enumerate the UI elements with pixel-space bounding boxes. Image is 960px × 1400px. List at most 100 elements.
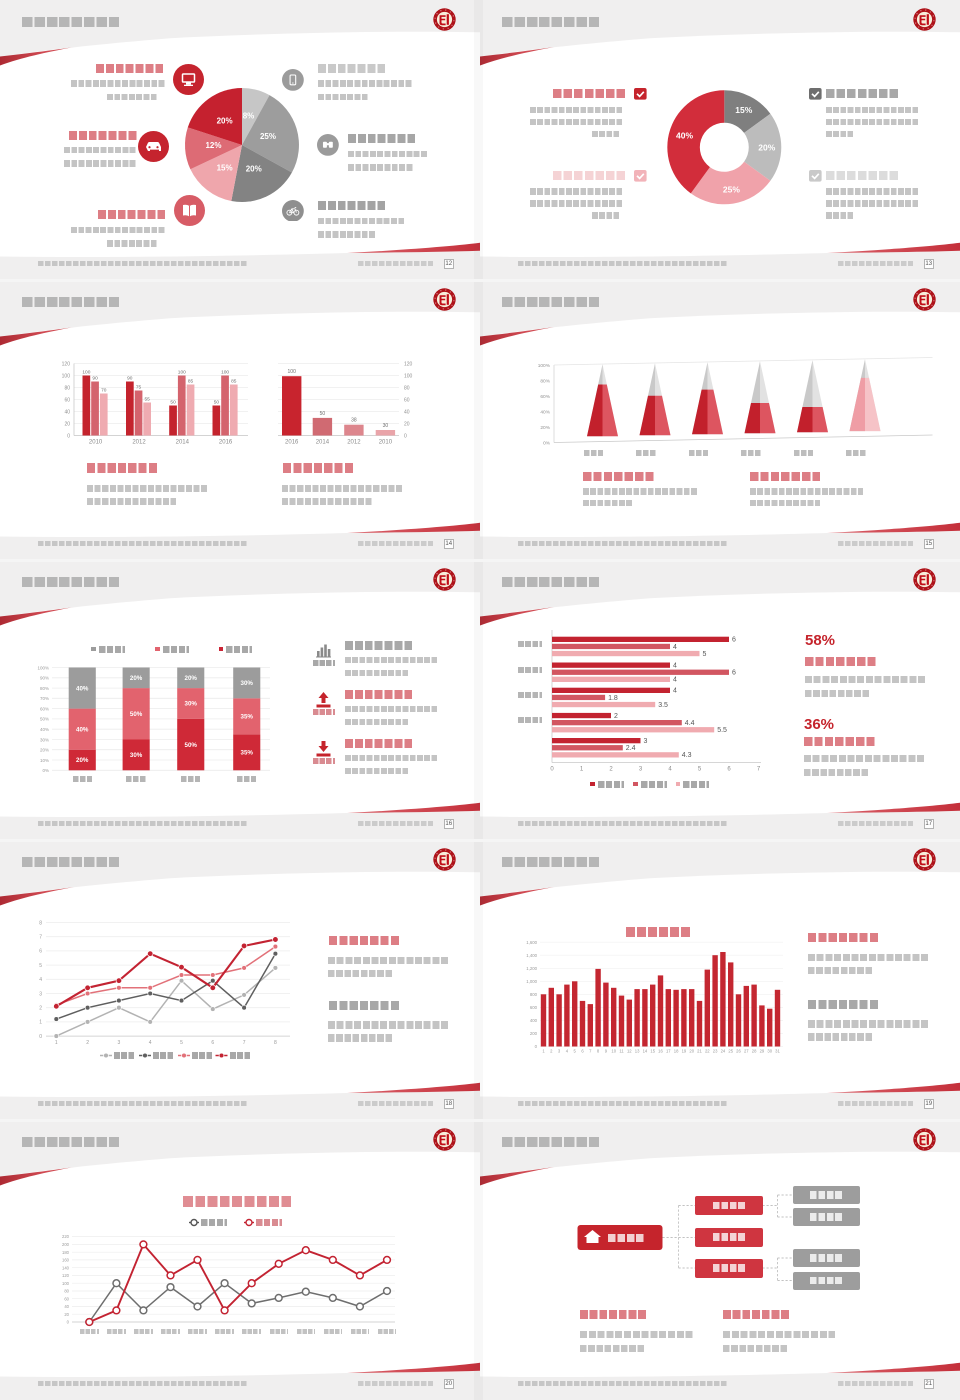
svg-text:30%: 30%: [40, 737, 49, 742]
svg-text:2.4: 2.4: [626, 745, 636, 752]
svg-text:8: 8: [274, 1040, 277, 1046]
svg-text:1.8: 1.8: [608, 695, 618, 702]
svg-text:100: 100: [62, 374, 71, 380]
svg-text:70%: 70%: [40, 696, 49, 701]
svg-text:30%: 30%: [130, 752, 143, 759]
svg-text:4.4: 4.4: [685, 720, 695, 727]
svg-text:60: 60: [64, 398, 70, 404]
svg-text:2014: 2014: [176, 440, 190, 446]
svg-text:30: 30: [383, 423, 389, 429]
svg-text:3: 3: [118, 1040, 121, 1046]
svg-text:20%: 20%: [130, 675, 143, 682]
svg-text:2016: 2016: [285, 440, 299, 446]
svg-text:19: 19: [682, 1048, 687, 1053]
svg-text:85: 85: [188, 379, 194, 385]
svg-text:2016: 2016: [219, 440, 233, 446]
svg-text:100%: 100%: [37, 665, 49, 670]
svg-text:31: 31: [775, 1048, 780, 1053]
svg-text:200: 200: [62, 1242, 70, 1247]
svg-text:0%: 0%: [42, 768, 49, 773]
svg-text:25%: 25%: [260, 132, 276, 141]
svg-text:22: 22: [705, 1048, 710, 1053]
svg-text:28: 28: [752, 1048, 757, 1053]
svg-text:6: 6: [581, 1048, 584, 1053]
svg-text:14: 14: [643, 1048, 648, 1053]
svg-text:10: 10: [611, 1048, 616, 1053]
svg-text:80: 80: [404, 386, 410, 392]
svg-text:50: 50: [320, 411, 326, 417]
svg-text:40: 40: [404, 410, 410, 416]
svg-text:15%: 15%: [735, 105, 752, 115]
svg-text:100: 100: [221, 370, 229, 376]
svg-text:20%: 20%: [40, 748, 49, 753]
svg-text:24: 24: [721, 1048, 726, 1053]
svg-text:30: 30: [767, 1048, 772, 1053]
svg-text:7: 7: [39, 935, 42, 941]
svg-text:8%: 8%: [243, 112, 255, 121]
svg-text:400: 400: [530, 1018, 538, 1023]
svg-text:13: 13: [635, 1048, 640, 1053]
svg-text:4: 4: [39, 977, 42, 983]
svg-text:80: 80: [64, 386, 70, 392]
svg-text:23: 23: [713, 1048, 718, 1053]
svg-text:40: 40: [64, 410, 70, 416]
svg-text:120: 120: [404, 362, 413, 368]
svg-text:55: 55: [145, 397, 151, 403]
svg-text:120: 120: [62, 1273, 70, 1278]
svg-text:100: 100: [288, 369, 297, 375]
svg-text:90: 90: [92, 376, 98, 382]
svg-text:0: 0: [67, 1320, 70, 1325]
svg-text:4: 4: [673, 663, 677, 670]
svg-text:4: 4: [149, 1040, 152, 1046]
svg-text:18: 18: [674, 1048, 679, 1053]
svg-text:20: 20: [64, 422, 70, 428]
svg-text:35%: 35%: [241, 714, 254, 721]
svg-text:16: 16: [658, 1048, 663, 1053]
svg-text:5: 5: [574, 1048, 577, 1053]
svg-text:50: 50: [170, 400, 176, 406]
svg-text:120: 120: [62, 362, 71, 368]
svg-text:2010: 2010: [89, 440, 103, 446]
svg-text:2014: 2014: [316, 440, 330, 446]
svg-text:40: 40: [64, 1304, 69, 1309]
svg-text:40%: 40%: [676, 131, 693, 141]
svg-text:29: 29: [760, 1048, 765, 1053]
svg-text:4.3: 4.3: [682, 752, 692, 759]
svg-text:50%: 50%: [130, 711, 143, 718]
svg-text:0%: 0%: [543, 441, 551, 447]
svg-text:50%: 50%: [40, 717, 49, 722]
svg-text:50%: 50%: [185, 742, 198, 749]
svg-text:200: 200: [530, 1031, 538, 1036]
svg-text:60: 60: [404, 398, 410, 404]
svg-text:3: 3: [644, 738, 648, 745]
svg-text:70: 70: [101, 388, 107, 394]
svg-text:800: 800: [530, 992, 538, 997]
svg-text:140: 140: [62, 1265, 70, 1270]
svg-text:11: 11: [619, 1048, 624, 1053]
svg-text:100: 100: [404, 374, 413, 380]
svg-text:100: 100: [62, 1281, 70, 1286]
svg-text:3: 3: [558, 1048, 561, 1053]
svg-text:5: 5: [39, 963, 42, 969]
svg-text:20%: 20%: [540, 425, 550, 431]
svg-text:20%: 20%: [758, 142, 775, 152]
svg-text:15: 15: [650, 1048, 655, 1053]
svg-text:2: 2: [609, 766, 613, 772]
svg-text:1: 1: [55, 1040, 58, 1046]
svg-text:7: 7: [589, 1048, 592, 1053]
svg-text:20: 20: [404, 422, 410, 428]
svg-text:10%: 10%: [40, 758, 49, 763]
svg-text:60%: 60%: [540, 394, 550, 400]
svg-text:4: 4: [673, 688, 677, 695]
svg-text:80: 80: [64, 1289, 69, 1294]
svg-text:20%: 20%: [185, 675, 198, 682]
svg-text:25: 25: [728, 1048, 733, 1053]
svg-text:0: 0: [67, 434, 70, 440]
svg-text:17: 17: [666, 1048, 671, 1053]
svg-text:2: 2: [614, 713, 618, 720]
svg-text:30%: 30%: [185, 701, 198, 708]
svg-text:12: 12: [627, 1048, 632, 1053]
svg-text:2: 2: [86, 1040, 89, 1046]
svg-text:3.5: 3.5: [658, 702, 668, 709]
svg-text:6: 6: [732, 670, 736, 677]
